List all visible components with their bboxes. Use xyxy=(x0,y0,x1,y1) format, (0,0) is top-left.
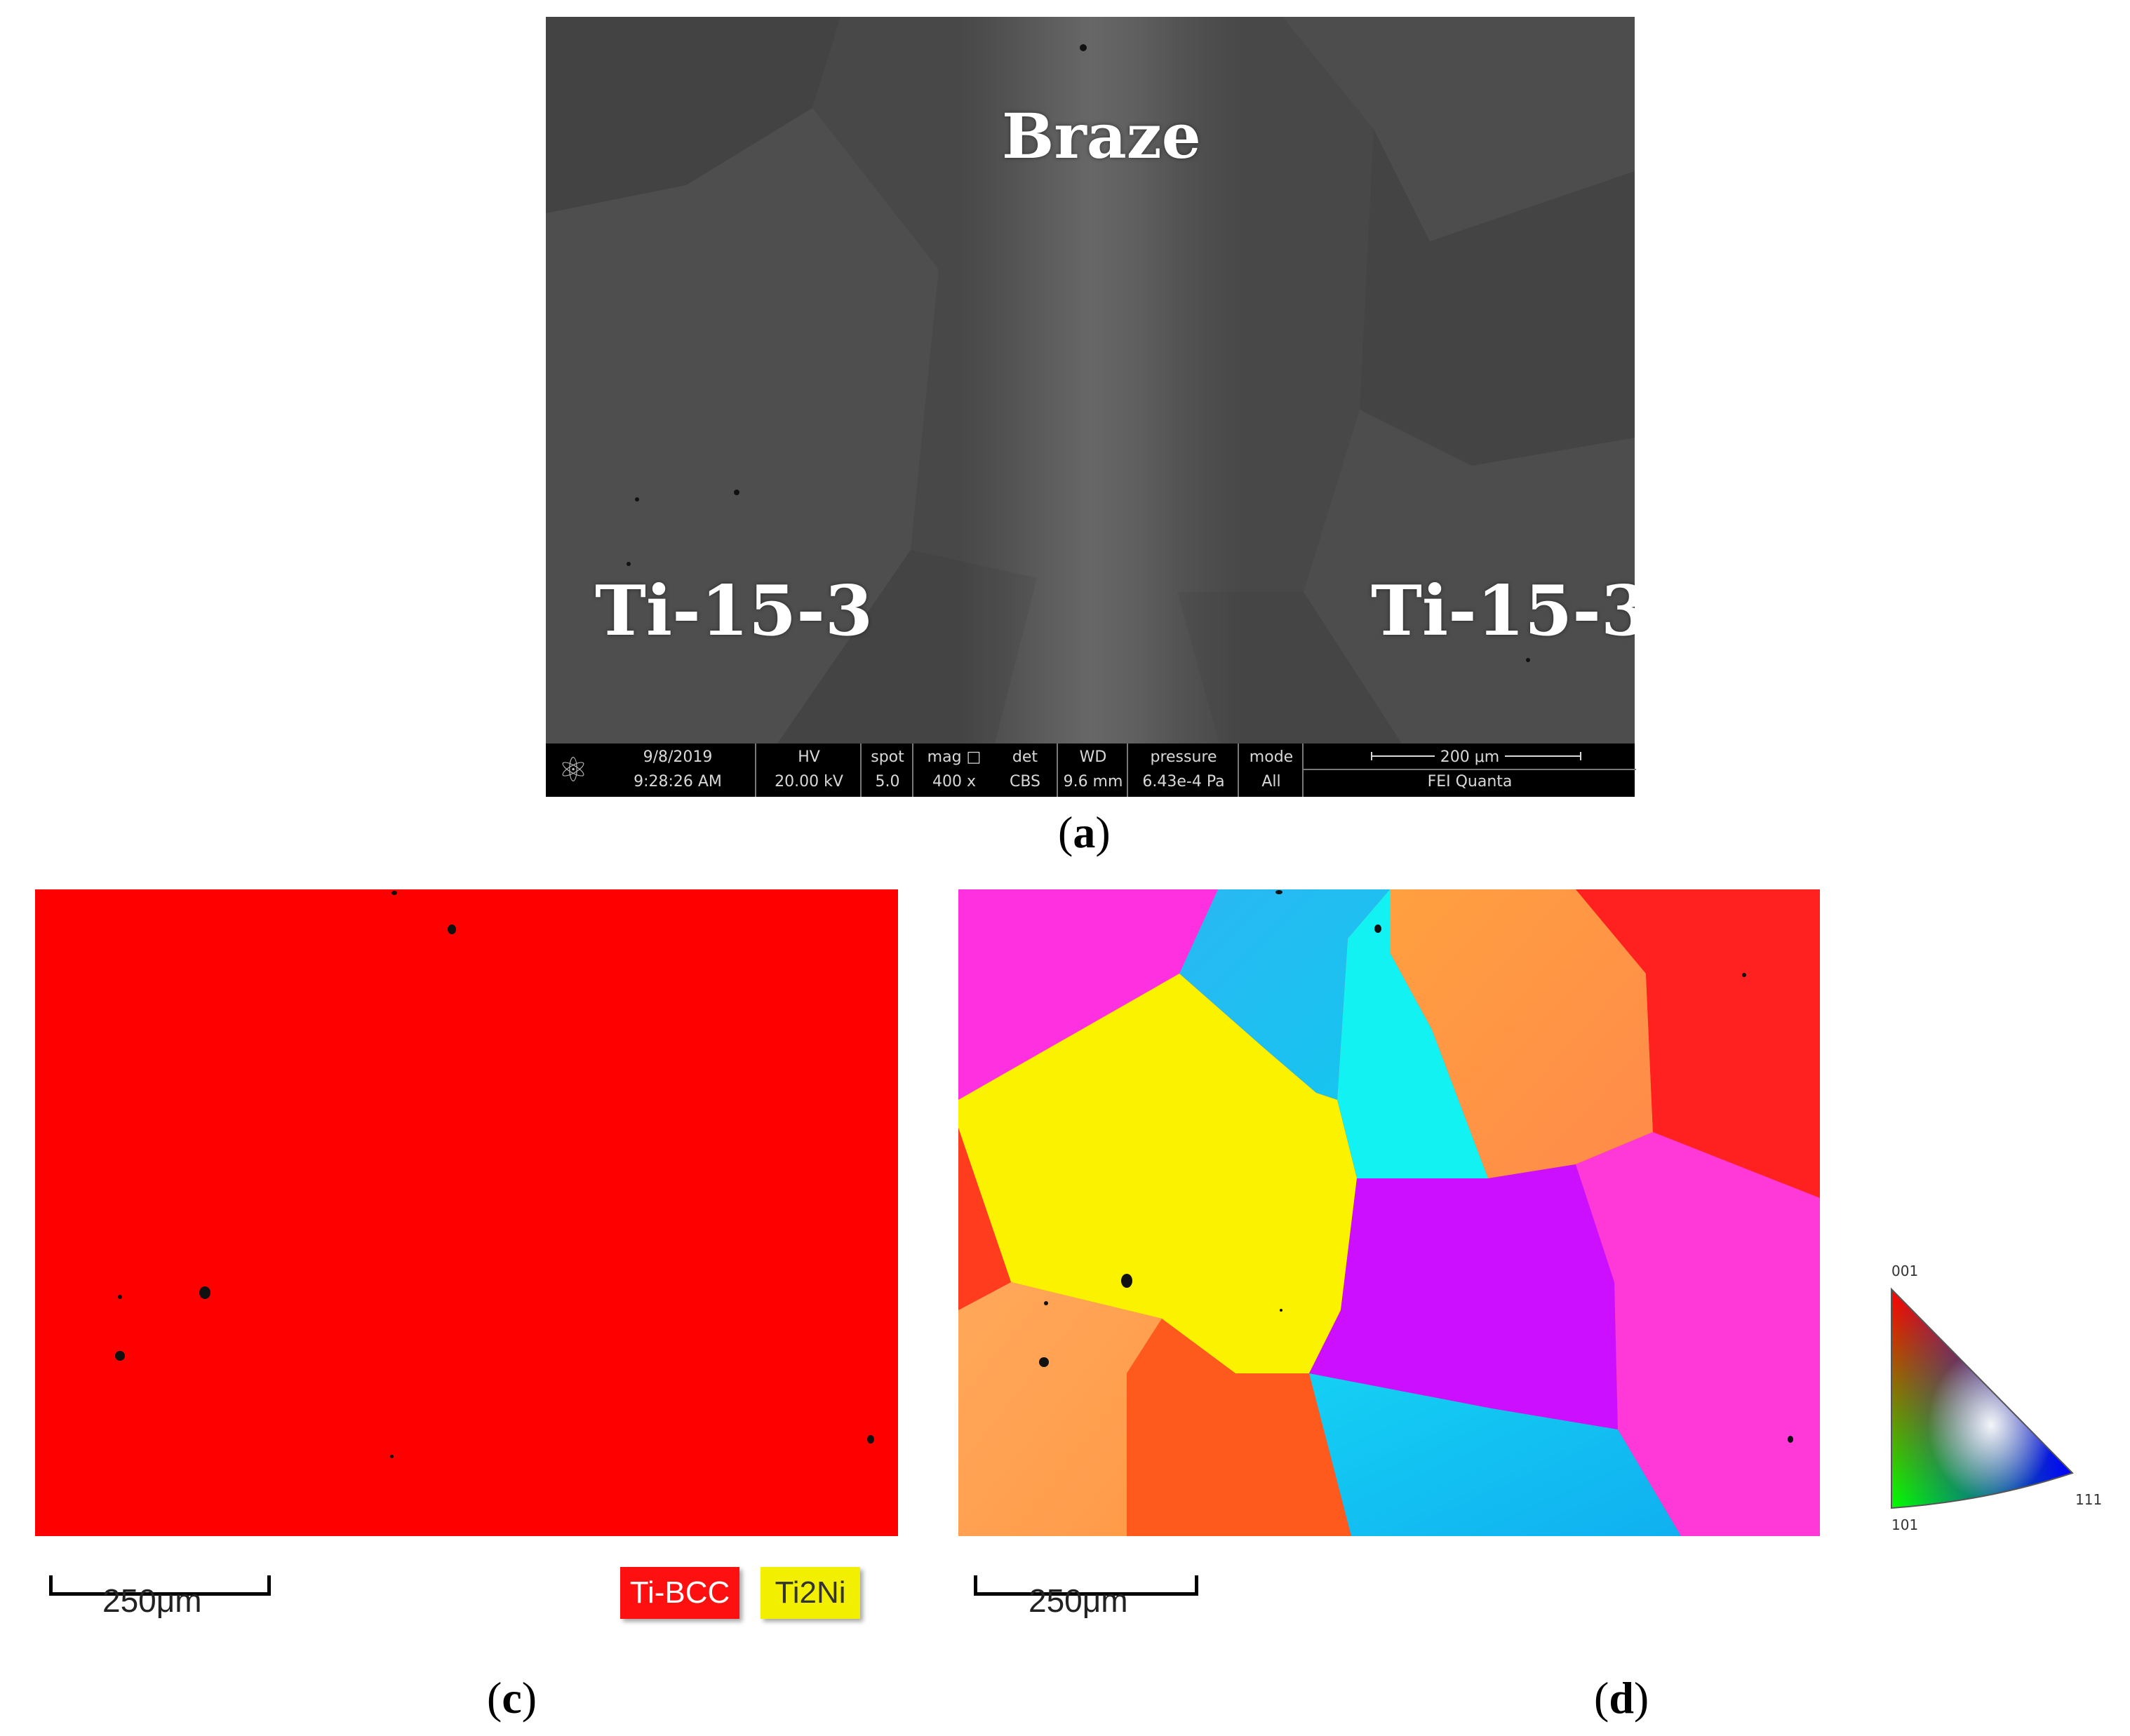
legend-ti-bcc: Ti-BCC xyxy=(620,1567,739,1619)
grain-orange-top xyxy=(1390,889,1653,1178)
sem-scale-label: 200 μm xyxy=(1434,748,1506,766)
sem-micrograph: Braze Ti-15-3 Ti-15-3 xyxy=(546,17,1635,743)
fei-logo-icon: ⚛ xyxy=(558,751,589,790)
grain-purple xyxy=(1309,1164,1618,1429)
databar-mag: mag □ 400 x xyxy=(912,743,995,797)
grain-orange-bl xyxy=(958,1282,1162,1536)
ipf-color-key: 001 101 111 xyxy=(1852,1263,2105,1543)
ipf-key-triangle xyxy=(1891,1287,2074,1509)
grain-magenta-tl xyxy=(958,889,1218,1100)
grain-cyan-top xyxy=(1337,889,1488,1178)
databar-pressure: pressure 6.43e-4 Pa xyxy=(1127,743,1239,797)
grain-boundaries xyxy=(546,17,1635,743)
databar-det: det CBS xyxy=(1009,748,1041,790)
ipf-map-scale-label: 250μm xyxy=(1029,1582,1128,1619)
pores xyxy=(1039,890,1793,1443)
ipf-orientation-map xyxy=(958,889,1820,1536)
grain-red-left xyxy=(958,1128,1011,1310)
grain-yellow xyxy=(958,974,1357,1373)
caption-a: (a) xyxy=(1058,807,1111,857)
databar-mode: mode All xyxy=(1238,743,1304,797)
base-metal-right-label: Ti-15-3 xyxy=(1371,571,1635,652)
grain-blue-top xyxy=(1179,889,1390,1100)
phase-map-scale-bar xyxy=(49,1575,271,1596)
grain-orange-red-bottom xyxy=(1127,1319,1351,1536)
ipf-key-101-label: 101 xyxy=(1891,1516,1919,1533)
caption-d: (d) xyxy=(1594,1673,1649,1723)
base-metal-left-label: Ti-15-3 xyxy=(595,571,873,652)
databar-hv: HV 20.00 kV xyxy=(755,743,862,797)
phase-map xyxy=(35,889,898,1536)
databar-spot: spot 5.0 xyxy=(860,743,913,797)
ipf-key-001-label: 001 xyxy=(1891,1263,1919,1279)
grain-red-right xyxy=(1576,889,1820,1198)
grain-cyan-bottom xyxy=(1309,1373,1681,1536)
phase-map-scale-label: 250μm xyxy=(102,1582,202,1619)
instrument-name: FEI Quanta xyxy=(1427,773,1513,790)
databar-datetime: 9/8/2019 9:28:26 AM xyxy=(634,748,722,790)
ipf-key-111-label: 111 xyxy=(2075,1491,2103,1508)
sem-databar: ⚛ 9/8/2019 9:28:26 AM HV 20.00 kV spot 5… xyxy=(546,743,1636,797)
ipf-map-scale-bar xyxy=(974,1575,1198,1596)
caption-c: (c) xyxy=(487,1673,537,1723)
databar-scale: 200 μm FEI Quanta xyxy=(1302,743,1636,797)
databar-wd: WD 9.6 mm xyxy=(1057,743,1128,797)
legend-ti2ni: Ti2Ni xyxy=(761,1567,860,1619)
braze-label: Braze xyxy=(1002,100,1201,173)
grain-magenta-right xyxy=(1576,1132,1820,1536)
